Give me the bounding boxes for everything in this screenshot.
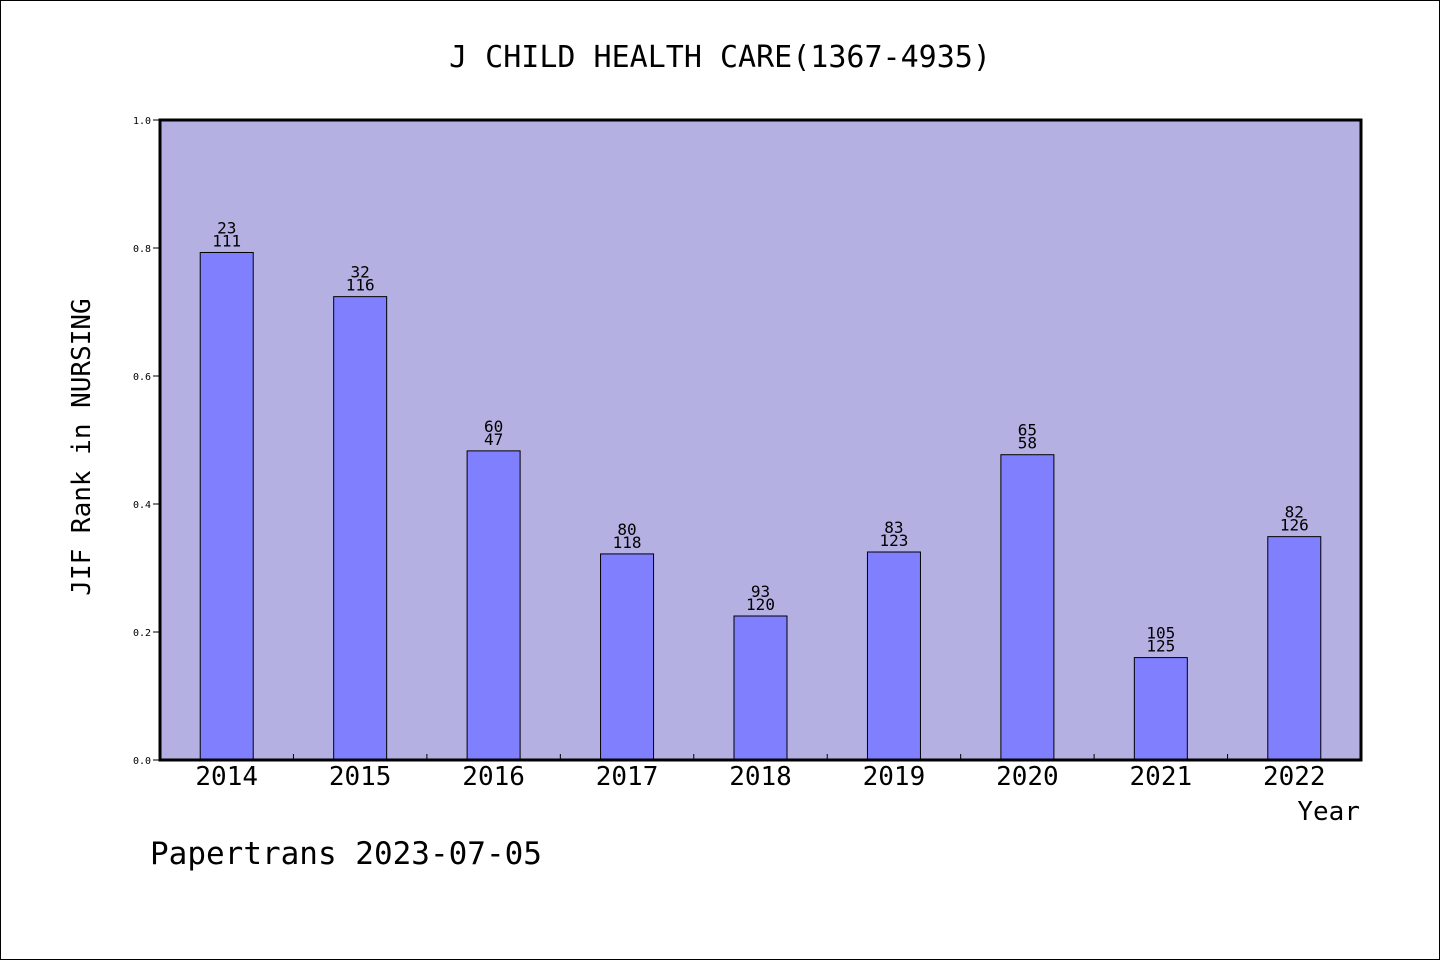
bar-total-label: 123 — [879, 531, 908, 550]
bar-rank-label: 80 — [617, 520, 636, 539]
x-tick-label: 2014 — [195, 762, 258, 792]
bar-total-label: 118 — [613, 533, 642, 552]
y-axis-label: JIF Rank in NURSING — [67, 298, 97, 595]
footer-credit: Papertrans 2023-07-05 — [150, 836, 542, 872]
bar — [333, 296, 388, 761]
x-axis: 2014 2015 2016 2017 2018 2019 2020 2021 2022 — [195, 754, 1326, 792]
bar-rank-label: 23 — [217, 218, 236, 237]
bar-total-label: 58 — [1018, 434, 1037, 453]
x-tick-label: 2022 — [1263, 762, 1326, 792]
bar — [466, 450, 521, 761]
y-tick-label: 0.6 — [133, 372, 151, 383]
chart-title: J CHILD HEALTH CARE(1367-4935) — [449, 40, 991, 75]
bars-group — [199, 251, 1322, 761]
bar-total-label: 120 — [746, 595, 775, 614]
bar-total-label: 111 — [212, 231, 241, 250]
x-tick-label: 2019 — [863, 762, 926, 792]
bar — [1133, 657, 1188, 761]
x-tick-label: 2021 — [1130, 762, 1193, 792]
bar-rank-label: 83 — [884, 518, 903, 537]
bar-total-label: 47 — [484, 430, 503, 449]
y-tick-label: 0.2 — [133, 628, 151, 639]
bar-rank-label: 93 — [751, 582, 770, 601]
bar — [199, 251, 254, 761]
x-tick-label: 2018 — [729, 762, 792, 792]
y-tick-label: 0.0 — [133, 756, 151, 767]
bar-rank-label: 105 — [1146, 624, 1175, 643]
x-tick-label: 2020 — [996, 762, 1059, 792]
bar — [866, 551, 921, 761]
y-tick-label: 1.0 — [133, 116, 151, 127]
bar-rank-label: 60 — [484, 417, 503, 436]
y-tick-label: 0.8 — [133, 244, 151, 255]
bar-rank-label: 32 — [351, 263, 370, 282]
bar — [600, 553, 655, 761]
y-axis: 0.0 0.2 0.4 0.6 0.8 1.0 — [133, 116, 160, 767]
bar-rank-label: 65 — [1018, 421, 1037, 440]
x-tick-label: 2017 — [596, 762, 659, 792]
bar-total-label: 125 — [1146, 637, 1175, 656]
plot-border — [158, 118, 1363, 762]
x-tick-label: 2016 — [462, 762, 525, 792]
x-axis-label: Year — [1297, 797, 1360, 827]
bar — [1000, 454, 1055, 761]
y-tick-label: 0.4 — [133, 500, 151, 511]
x-tick-label: 2015 — [329, 762, 392, 792]
bar — [733, 615, 788, 761]
bar — [1267, 536, 1322, 761]
bar-total-label: 126 — [1280, 516, 1309, 535]
bar-total-label: 116 — [346, 276, 375, 295]
bar-rank-label: 82 — [1285, 503, 1304, 522]
